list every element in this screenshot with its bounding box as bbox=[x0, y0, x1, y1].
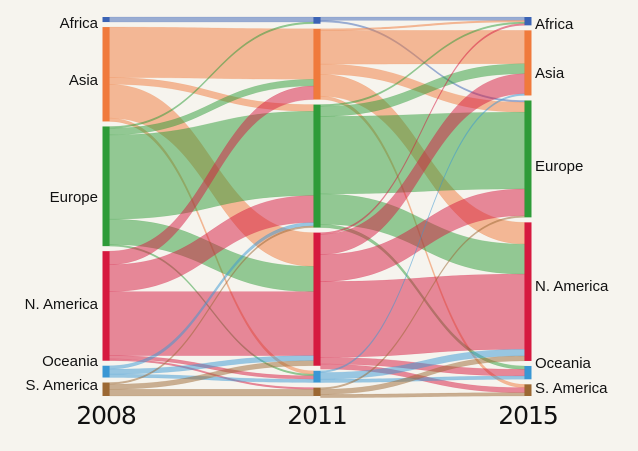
flow-2008-2011-n-america-to-asia bbox=[109, 85, 314, 265]
node-2011-africa bbox=[313, 17, 321, 24]
left-label-n-america: N. America bbox=[25, 296, 99, 313]
node-2011-europe bbox=[313, 104, 321, 228]
node-2015-s-america bbox=[524, 384, 532, 396]
right-label-asia: Asia bbox=[535, 65, 565, 82]
flow-2011-2015-s-america-to-n-america bbox=[320, 355, 525, 395]
left-label-oceania: Oceania bbox=[42, 353, 99, 370]
node-2008-africa bbox=[102, 17, 110, 23]
node-2008-asia bbox=[102, 27, 110, 122]
node-2011-s-america bbox=[313, 387, 321, 396]
node-2015-asia bbox=[524, 30, 532, 96]
node-2011-asia bbox=[313, 28, 321, 100]
node-2015-oceania bbox=[524, 365, 532, 380]
node-2015-africa bbox=[524, 17, 532, 26]
node-2008-europe bbox=[102, 126, 110, 247]
flow-2011-2015-europe-to-europe bbox=[320, 111, 525, 195]
year-label-2008: 2008 bbox=[76, 401, 136, 430]
year-label-2011: 2011 bbox=[287, 401, 347, 430]
flow-2011-2015-n-america-to-africa bbox=[320, 23, 525, 235]
left-label-asia: Asia bbox=[69, 72, 99, 89]
year-label-2015: 2015 bbox=[498, 401, 558, 430]
flow-2011-2015-s-america-to-s-america bbox=[320, 392, 525, 398]
node-2015-n-america bbox=[524, 222, 532, 361]
right-label-africa: Africa bbox=[535, 16, 574, 33]
node-2008-s-america bbox=[102, 382, 110, 396]
flow-2008-2011-n-america-to-n-america bbox=[109, 291, 314, 356]
node-2011-n-america bbox=[313, 232, 321, 366]
left-label-africa: Africa bbox=[60, 15, 99, 32]
flow-2008-2011-africa-to-africa bbox=[109, 16, 314, 23]
left-label-europe: Europe bbox=[50, 189, 98, 206]
left-label-s-america: S. America bbox=[25, 377, 98, 394]
flow-2011-2015-africa-to-africa bbox=[320, 16, 525, 21]
right-label-n-america: N. America bbox=[535, 278, 609, 295]
node-2008-oceania bbox=[102, 365, 110, 378]
flow-2011-2015-n-america-to-n-america bbox=[320, 273, 525, 358]
flow-layer bbox=[109, 16, 525, 398]
right-label-oceania: Oceania bbox=[535, 355, 592, 372]
flow-2008-2011-europe-to-africa bbox=[109, 21, 314, 129]
flow-2011-2015-oceania-to-asia bbox=[320, 93, 525, 373]
right-label-s-america: S. America bbox=[535, 380, 608, 397]
node-2008-n-america bbox=[102, 251, 110, 361]
label-layer: 2008 2011 2015 Africa Asia Europe N. Ame… bbox=[25, 15, 609, 430]
flow-2011-2015-asia-to-asia bbox=[320, 30, 525, 65]
flow-2008-2011-asia-to-asia bbox=[109, 26, 314, 80]
node-2011-oceania bbox=[313, 370, 321, 383]
node-layer bbox=[102, 17, 532, 396]
node-2015-europe bbox=[524, 100, 532, 218]
right-label-europe: Europe bbox=[535, 158, 583, 175]
flow-2008-2011-s-america-to-s-america bbox=[109, 389, 314, 397]
